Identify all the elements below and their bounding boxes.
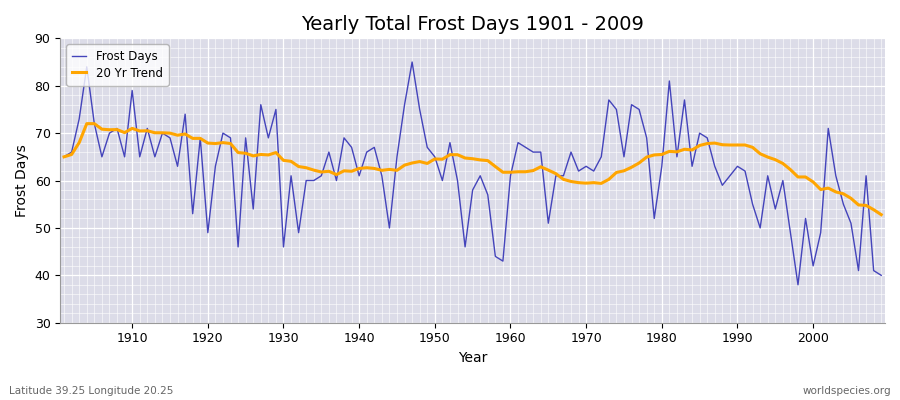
X-axis label: Year: Year [458,351,487,365]
Frost Days [331,178,342,183]
Line: 20 Yr Trend: 20 Yr Trend [64,124,881,215]
20 Yr Trend [293,164,304,169]
20 Yr Trend [876,212,886,217]
Frost Days [119,154,130,159]
20 Yr Trend [338,168,349,173]
Frost Days [876,273,886,278]
Frost Days [407,60,418,64]
20 Yr Trend [127,126,138,131]
Frost Days [603,98,614,102]
20 Yr Trend [603,177,614,182]
Y-axis label: Frost Days: Frost Days [15,144,29,217]
Frost Days [505,173,516,178]
Text: worldspecies.org: worldspecies.org [803,386,891,396]
Title: Yearly Total Frost Days 1901 - 2009: Yearly Total Frost Days 1901 - 2009 [302,15,644,34]
20 Yr Trend [513,169,524,174]
Frost Days [285,173,296,178]
20 Yr Trend [58,154,69,159]
Frost Days [513,140,524,145]
Text: Latitude 39.25 Longitude 20.25: Latitude 39.25 Longitude 20.25 [9,386,174,396]
Line: Frost Days: Frost Days [64,62,881,285]
Frost Days [793,282,804,287]
Frost Days [58,154,69,159]
Legend: Frost Days, 20 Yr Trend: Frost Days, 20 Yr Trend [67,44,168,86]
20 Yr Trend [505,170,516,175]
20 Yr Trend [81,121,92,126]
